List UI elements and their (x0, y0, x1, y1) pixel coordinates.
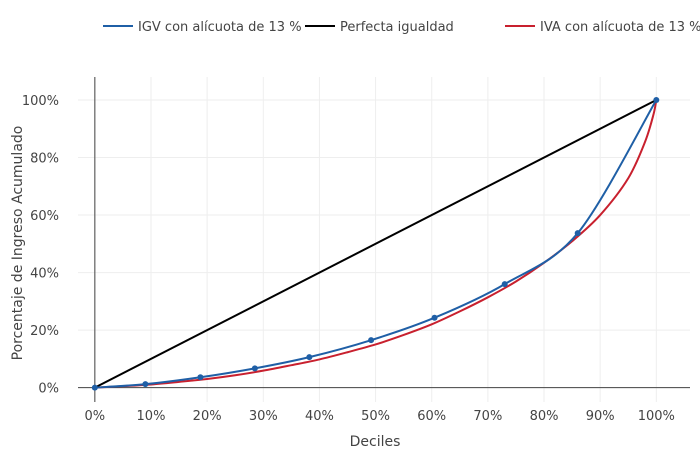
y-tick-label: 40% (30, 267, 59, 282)
y-tick-label: 100% (22, 94, 59, 109)
y-tick-label: 0% (38, 382, 59, 397)
series-line-1 (94, 99, 657, 389)
y-axis-title: Porcentaje de Ingreso Acumulado (10, 126, 26, 361)
x-axis-title: Deciles (350, 434, 401, 450)
axes-layer (78, 77, 690, 402)
series-point (368, 337, 375, 344)
y-tick-label: 20% (30, 324, 59, 339)
x-tick-label: 100% (638, 409, 675, 424)
series-point (91, 384, 98, 391)
series-point (501, 281, 508, 288)
series-point (574, 230, 581, 237)
series-point (142, 381, 149, 388)
x-tick-label: 20% (193, 409, 222, 424)
legend-label: IVA con alícuota de 13 % (540, 20, 700, 35)
series-point (653, 97, 660, 104)
tick-layer: 0% 10% 20% 30% 40% 50% 60% 70% 80% 90% 100% 0% 20% 40… (22, 94, 675, 424)
series-point (431, 314, 438, 321)
y-tick-label: 80% (30, 152, 59, 167)
x-tick-label: 10% (137, 409, 166, 424)
legend-label: Perfecta igualdad (340, 20, 454, 35)
series-layer (91, 97, 660, 391)
x-tick-label: 90% (586, 409, 615, 424)
series-point (306, 354, 313, 361)
x-tick-label: 50% (361, 409, 390, 424)
x-tick-label: 0% (85, 409, 106, 424)
series-point (197, 374, 204, 381)
x-tick-label: 70% (473, 409, 502, 424)
y-tick-label: 60% (30, 209, 59, 224)
x-tick-label: 40% (305, 409, 334, 424)
series-point (251, 365, 258, 372)
x-tick-label: 60% (417, 409, 446, 424)
x-tick-label: 30% (249, 409, 278, 424)
x-tick-label: 80% (530, 409, 559, 424)
legend-label: IGV con alícuota de 13 % (138, 20, 302, 35)
legend: IGV con alícuota de 13 % Perfecta igualda… (103, 20, 700, 35)
